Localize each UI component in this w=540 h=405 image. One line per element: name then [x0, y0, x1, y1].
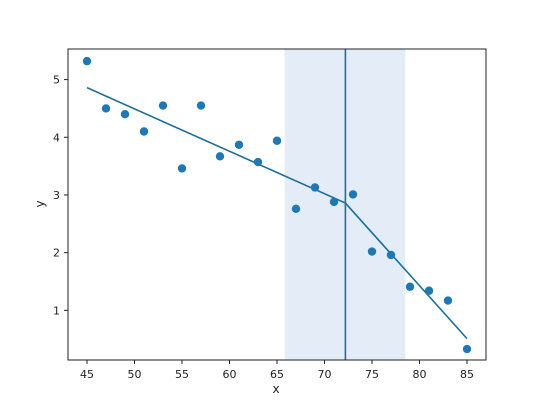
- data-point: [310, 183, 320, 192]
- x-tick-label: 55: [175, 368, 189, 381]
- y-tick-label: 1: [53, 304, 60, 317]
- y-tick-label: 3: [53, 189, 60, 202]
- data-point: [443, 296, 453, 305]
- data-point: [253, 157, 263, 167]
- y-tick-label: 2: [53, 247, 60, 260]
- data-point: [215, 152, 225, 161]
- data-point: [177, 164, 187, 173]
- data-point: [291, 204, 301, 214]
- axes-frame: [67, 48, 487, 361]
- y-tick-label: 5: [53, 74, 60, 87]
- data-point: [158, 101, 168, 110]
- data-points-layer: [82, 56, 472, 354]
- fit-line-layer: [86, 49, 468, 360]
- data-point: [386, 250, 396, 260]
- data-point: [424, 286, 434, 295]
- data-point: [405, 282, 415, 291]
- x-tick-label: 70: [318, 368, 332, 381]
- data-point: [234, 140, 244, 149]
- segmented-fit-line: [86, 86, 468, 340]
- x-axis-ticks: 45 50 55 60 65 70 75 80 85: [80, 360, 474, 381]
- y-axis-label: y: [33, 200, 47, 207]
- x-tick-label: 75: [365, 368, 379, 381]
- data-point: [139, 127, 149, 136]
- x-axis-label: x: [272, 382, 279, 396]
- data-point: [196, 101, 206, 110]
- data-point: [348, 190, 358, 199]
- x-tick-label: 85: [460, 368, 474, 381]
- x-tick-label: 80: [413, 368, 427, 381]
- data-point: [120, 110, 130, 119]
- x-tick-label: 65: [270, 368, 284, 381]
- data-point: [101, 104, 111, 113]
- data-point: [272, 136, 282, 145]
- data-point: [462, 344, 472, 354]
- data-point: [329, 197, 339, 207]
- y-axis-ticks: 1 2 3 4 5: [53, 74, 68, 317]
- data-point: [82, 56, 92, 66]
- x-tick-label: 45: [80, 368, 94, 381]
- data-point: [367, 247, 377, 256]
- plot-frame: [67, 48, 487, 361]
- y-tick-label: 4: [53, 131, 60, 144]
- x-tick-label: 60: [223, 368, 237, 381]
- x-tick-label: 50: [128, 368, 142, 381]
